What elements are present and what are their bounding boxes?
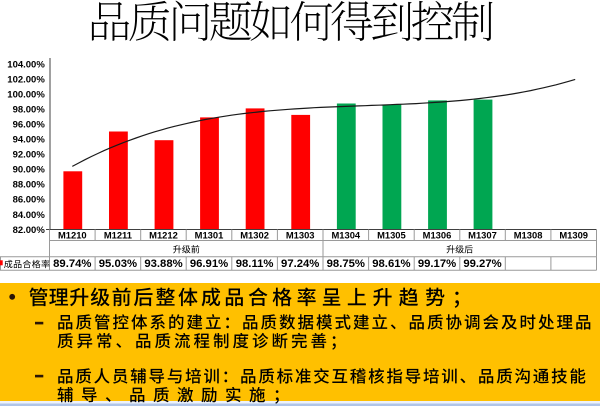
- svg-text:M1211: M1211: [104, 230, 132, 241]
- svg-text:100.00%: 100.00%: [7, 89, 45, 100]
- svg-text:104.00%: 104.00%: [7, 59, 45, 70]
- svg-text:M1303: M1303: [286, 230, 315, 241]
- svg-text:M1210: M1210: [58, 230, 87, 241]
- svg-text:M1304: M1304: [331, 230, 360, 241]
- svg-text:95.03%: 95.03%: [99, 258, 137, 270]
- svg-text:98.75%: 98.75%: [327, 258, 365, 270]
- svg-text:98.11%: 98.11%: [236, 258, 274, 270]
- svg-text:97.24%: 97.24%: [281, 258, 319, 270]
- svg-text:99.17%: 99.17%: [418, 258, 456, 270]
- svg-text:M1309: M1309: [559, 230, 588, 241]
- svg-text:82.00%: 82.00%: [13, 225, 46, 236]
- svg-text:94.00%: 94.00%: [13, 135, 46, 146]
- svg-text:86.00%: 86.00%: [13, 195, 46, 206]
- svg-text:93.88%: 93.88%: [144, 258, 182, 270]
- svg-text:96.00%: 96.00%: [13, 120, 46, 131]
- svg-text:M1212: M1212: [149, 230, 178, 241]
- svg-text:89.74%: 89.74%: [53, 258, 91, 270]
- svg-text:M1307: M1307: [468, 230, 497, 241]
- svg-text:90.00%: 90.00%: [13, 165, 46, 176]
- svg-text:102.00%: 102.00%: [7, 74, 45, 85]
- svg-text:M1308: M1308: [514, 230, 543, 241]
- svg-text:98.61%: 98.61%: [372, 258, 410, 270]
- svg-text:96.91%: 96.91%: [190, 258, 228, 270]
- svg-text:92.00%: 92.00%: [13, 150, 46, 161]
- svg-text:88.00%: 88.00%: [13, 180, 46, 191]
- svg-text:84.00%: 84.00%: [13, 210, 46, 221]
- svg-text:M1305: M1305: [377, 230, 406, 241]
- svg-text:M1306: M1306: [423, 230, 452, 241]
- svg-text:M1301: M1301: [195, 230, 224, 241]
- svg-text:98.00%: 98.00%: [13, 105, 46, 116]
- svg-text:M1302: M1302: [240, 230, 269, 241]
- svg-text:99.27%: 99.27%: [463, 258, 501, 270]
